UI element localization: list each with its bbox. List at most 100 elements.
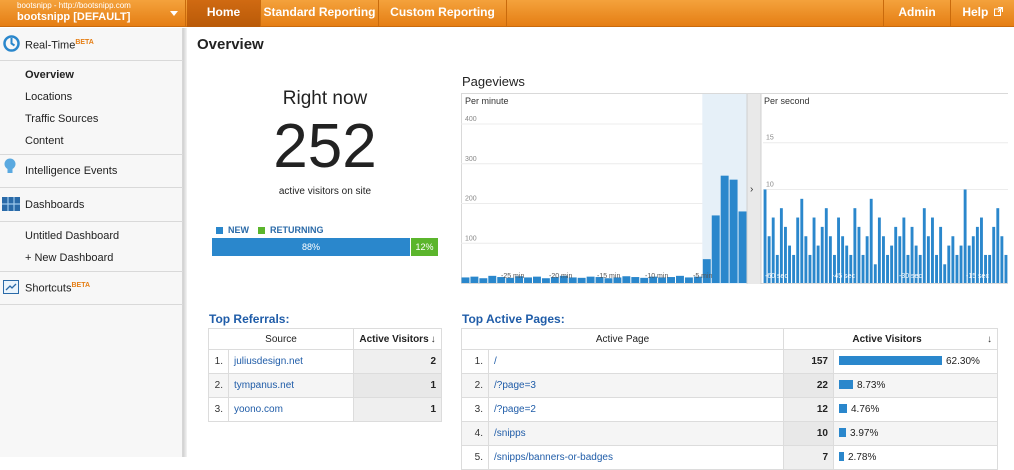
per-minute-bar bbox=[711, 215, 720, 283]
shortcuts-icon bbox=[3, 280, 19, 294]
per-second-bar bbox=[963, 189, 967, 283]
per-second-bar bbox=[890, 245, 894, 283]
percent-cell: 2.78% bbox=[832, 445, 999, 470]
page-link[interactable]: /?page=2 bbox=[488, 397, 784, 422]
per-minute-bar bbox=[729, 179, 738, 283]
per-minute-bar bbox=[550, 277, 559, 283]
tab-standard-reporting[interactable]: Standard Reporting bbox=[263, 5, 376, 19]
sidebar-item-untitled-dashboard[interactable]: Untitled Dashboard bbox=[25, 230, 120, 242]
y-tick-label: 400 bbox=[465, 116, 477, 123]
caret-down-icon bbox=[170, 11, 178, 16]
new-swatch bbox=[216, 227, 223, 234]
shortcuts-label: Shortcuts bbox=[25, 282, 72, 295]
per-minute-bar bbox=[720, 175, 729, 283]
per-second-bar bbox=[910, 226, 914, 283]
per-second-bar bbox=[865, 236, 869, 283]
x-tick-label: -20 min bbox=[549, 273, 572, 280]
referral-link[interactable]: yoono.com bbox=[228, 397, 354, 422]
per-second-bar bbox=[861, 254, 865, 283]
per-second-bar bbox=[992, 226, 996, 283]
per-second-bar bbox=[894, 226, 898, 283]
source-header[interactable]: Source bbox=[208, 328, 354, 350]
account-url: bootsnipp - http://bootsnipp.com bbox=[17, 1, 131, 10]
per-second-bar bbox=[926, 236, 930, 283]
x-tick-label: -25 min bbox=[501, 273, 524, 280]
per-minute-bar bbox=[693, 276, 702, 283]
x-tick-label: -30 sec bbox=[899, 273, 922, 280]
per-second-bar bbox=[902, 217, 906, 283]
x-tick-label: -15 min bbox=[597, 273, 620, 280]
active-visitors-caption: active visitors on site bbox=[278, 186, 372, 197]
account-selector[interactable]: bootsnipp - http://bootsnipp.com bootsni… bbox=[0, 0, 186, 27]
page-link[interactable]: / bbox=[488, 349, 784, 374]
sidebar-item-traffic-sources[interactable]: Traffic Sources bbox=[25, 113, 99, 125]
sidebar-section-shortcuts[interactable]: ShortcutsBETA bbox=[0, 277, 183, 297]
beta-badge: BETA bbox=[75, 39, 94, 46]
per-second-bar bbox=[845, 245, 849, 283]
new-visitors-bar: 88% bbox=[212, 238, 410, 256]
referral-link[interactable]: tympanus.net bbox=[228, 373, 354, 398]
per-second-bar bbox=[906, 254, 910, 283]
page-link[interactable]: /snipps/banners-or-badges bbox=[488, 445, 784, 470]
per-second-bar bbox=[804, 236, 808, 283]
active-visitors-header[interactable]: Active Visitors ↓ bbox=[353, 328, 442, 350]
tab-help[interactable]: Help bbox=[951, 0, 1014, 27]
active-visitors-header[interactable]: Active Visitors ↓ bbox=[782, 328, 999, 350]
page-link[interactable]: /?page=3 bbox=[488, 373, 784, 398]
top-referrals-table: Source Active Visitors ↓ 1. juliusdesign.… bbox=[208, 328, 442, 422]
per-minute-bar bbox=[640, 277, 649, 283]
per-minute-bar bbox=[604, 278, 613, 283]
per-minute-bar bbox=[702, 259, 711, 283]
table-row: 2. /?page=3 22 8.73% bbox=[461, 373, 999, 398]
tab-admin[interactable]: Admin bbox=[898, 5, 936, 19]
table-row: 2. tympanus.net 1 bbox=[208, 373, 442, 398]
sidebar-item-locations[interactable]: Locations bbox=[25, 91, 73, 103]
per-second-bar bbox=[955, 254, 959, 283]
per-second-bar bbox=[996, 208, 1000, 283]
per-second-bar bbox=[988, 254, 992, 283]
page-link[interactable]: /snipps bbox=[488, 421, 784, 446]
per-minute-bar bbox=[568, 277, 577, 283]
per-second-bar bbox=[771, 217, 775, 283]
per-second-bar bbox=[837, 217, 840, 283]
per-minute-bar bbox=[479, 278, 488, 283]
per-minute-bar bbox=[622, 276, 631, 283]
sidebar-item-content[interactable]: Content bbox=[25, 135, 64, 147]
per-second-bar bbox=[833, 254, 836, 283]
dashboards-label: Dashboards bbox=[25, 199, 85, 211]
x-tick-label: -5 min bbox=[693, 273, 713, 280]
per-second-bar bbox=[877, 217, 881, 283]
per-minute-bar bbox=[524, 277, 532, 283]
per-minute-bar bbox=[506, 277, 515, 283]
tab-home[interactable]: Home bbox=[187, 0, 260, 27]
x-tick-label: -60 sec bbox=[765, 273, 788, 280]
active-page-header[interactable]: Active Page bbox=[461, 328, 784, 350]
sidebar-section-realtime[interactable]: Real-TimeBETA bbox=[0, 34, 183, 54]
sidebar-section-dashboards[interactable]: Dashboards bbox=[0, 194, 183, 214]
per-second-bar bbox=[841, 236, 845, 283]
per-second-bar bbox=[1000, 236, 1004, 283]
table-row: 3. yoono.com 1 bbox=[208, 397, 442, 422]
tab-custom-reporting[interactable]: Custom Reporting bbox=[390, 5, 495, 19]
referral-link[interactable]: juliusdesign.net bbox=[228, 349, 354, 374]
percent-cell: 62.30% bbox=[832, 349, 999, 374]
per-second-bar bbox=[898, 236, 902, 283]
per-second-bar bbox=[967, 245, 971, 283]
per-second-bar bbox=[918, 254, 922, 283]
sidebar-item-new-dashboard[interactable]: + New Dashboard bbox=[25, 252, 114, 264]
per-second-bar bbox=[800, 198, 804, 283]
y-tick-label: 10 bbox=[766, 181, 774, 188]
sort-down-icon: ↓ bbox=[987, 333, 993, 345]
sidebar-section-intelligence[interactable]: Intelligence Events bbox=[0, 158, 183, 180]
intelligence-label: Intelligence Events bbox=[25, 165, 118, 177]
per-minute-bar bbox=[541, 278, 550, 283]
percent-bar bbox=[839, 428, 846, 437]
expand-chevron-icon[interactable]: › bbox=[750, 184, 753, 195]
y-tick-label: 300 bbox=[465, 156, 477, 163]
realtime-icon bbox=[3, 35, 20, 52]
per-minute-bar bbox=[577, 277, 586, 283]
top-active-pages-title: Top Active Pages: bbox=[462, 312, 565, 326]
sidebar-item-overview[interactable]: Overview bbox=[25, 69, 74, 81]
per-minute-bar bbox=[613, 277, 622, 283]
per-minute-bar bbox=[470, 276, 479, 283]
